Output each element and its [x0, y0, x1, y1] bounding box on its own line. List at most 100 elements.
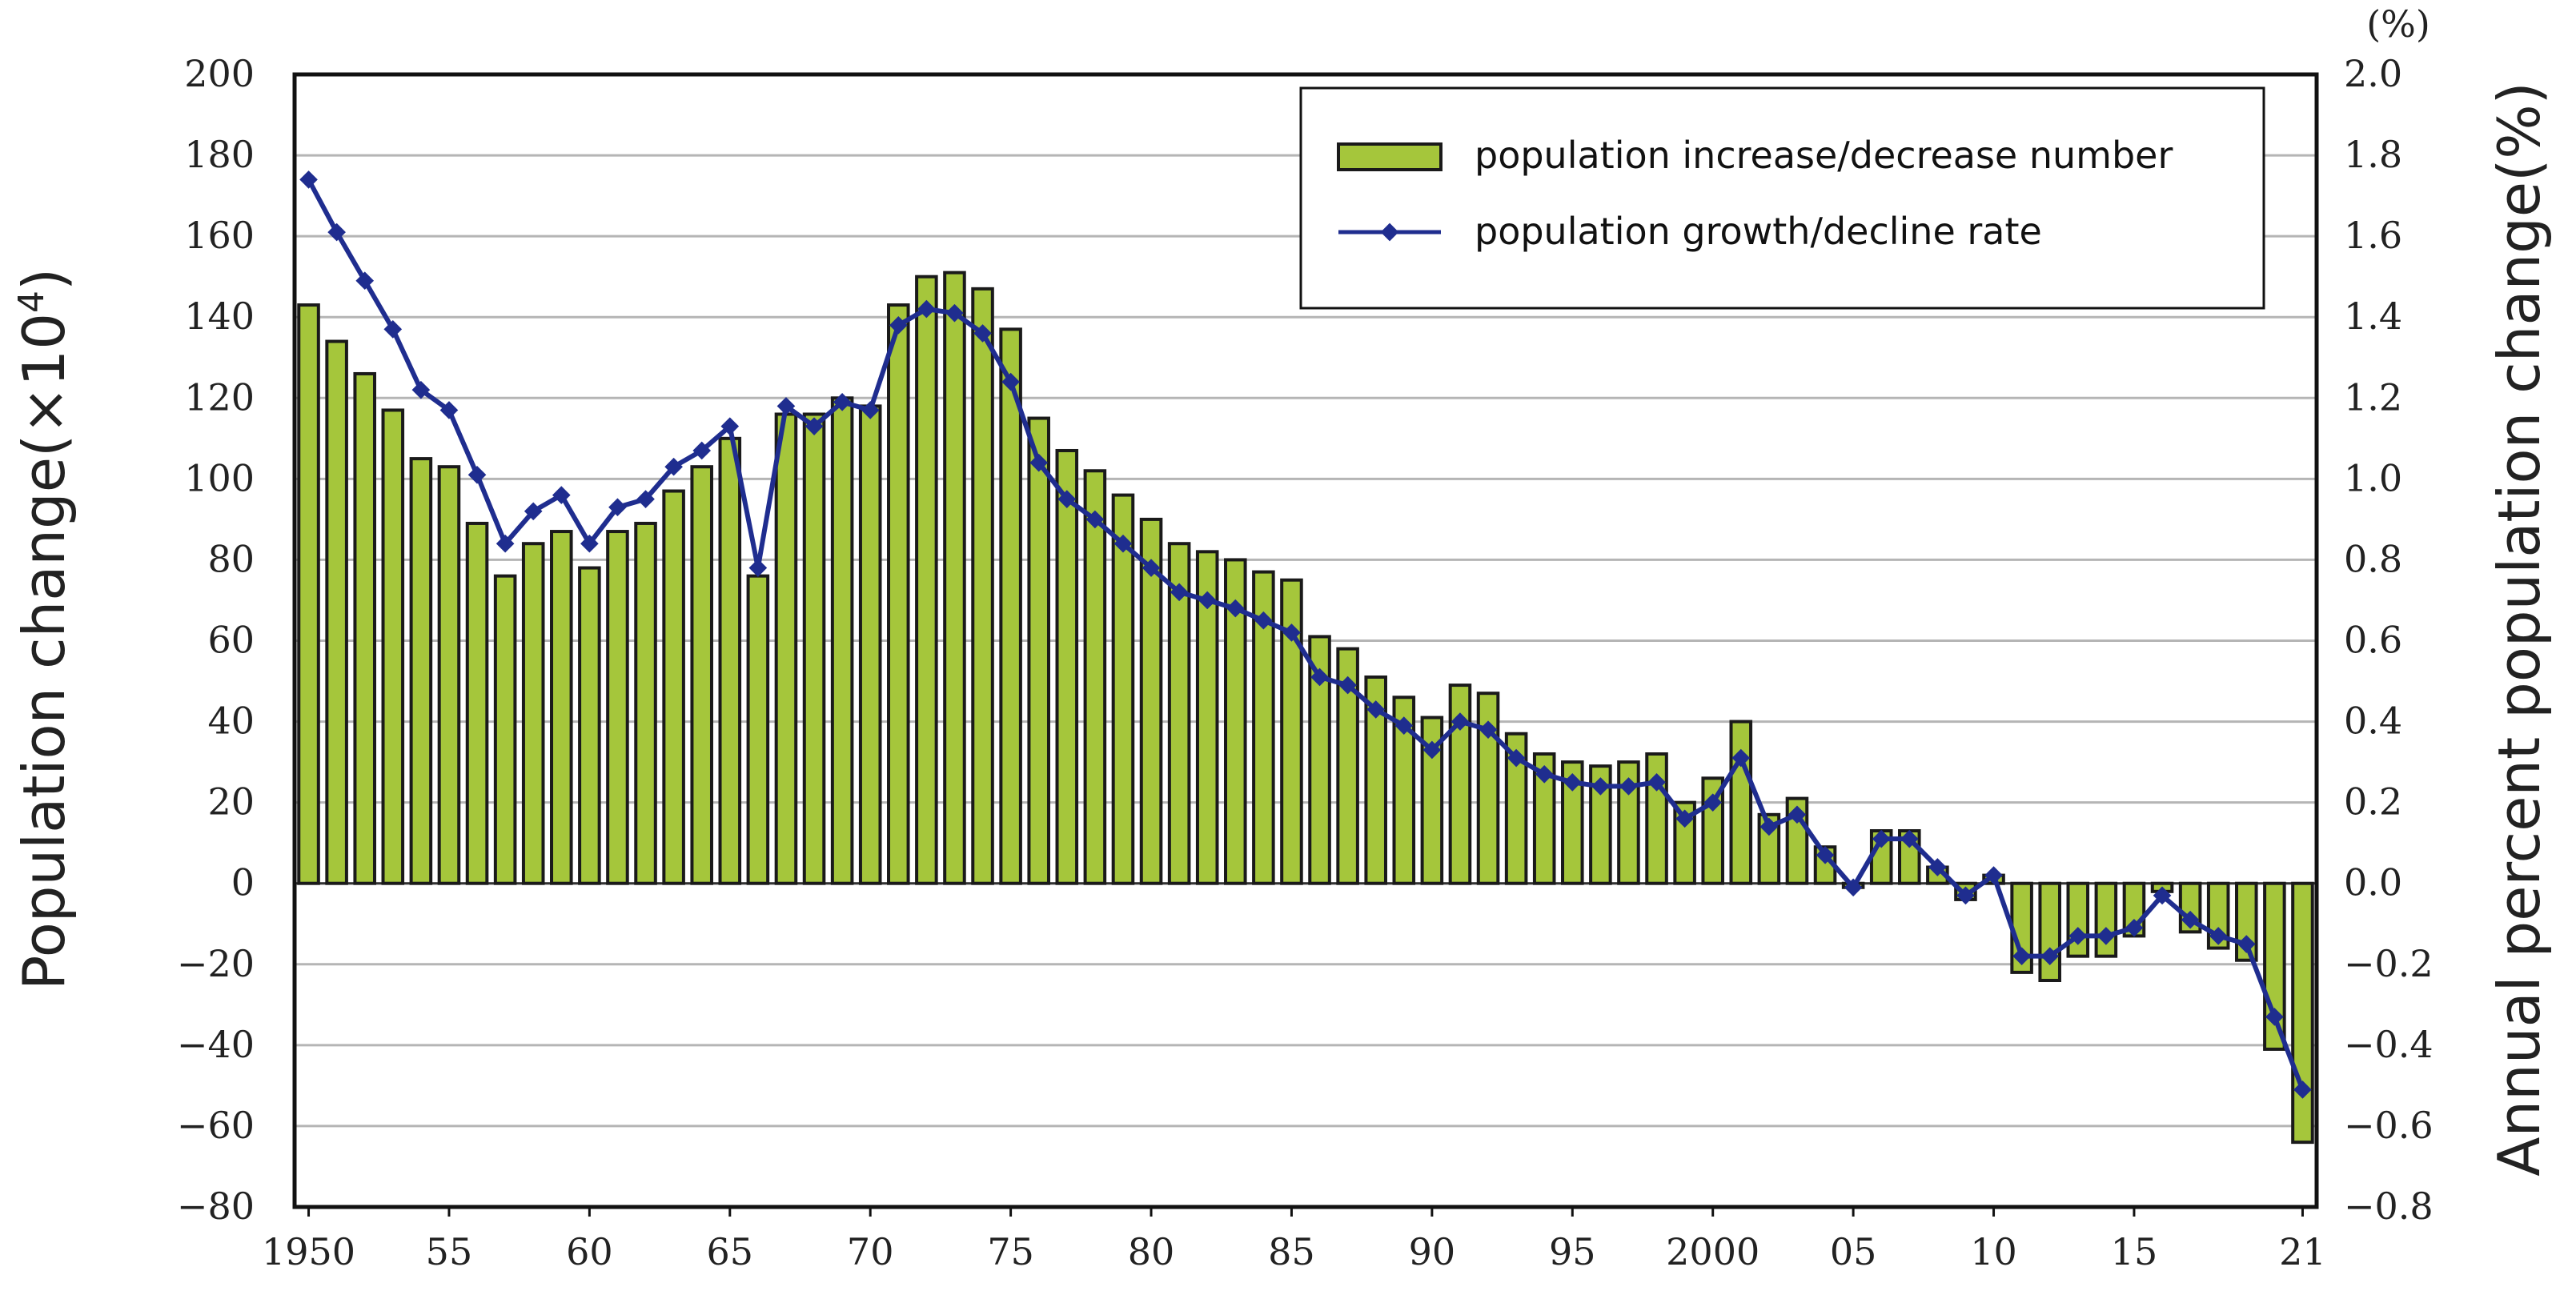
- rate-point-1951: [327, 223, 346, 242]
- bar-1963: [662, 489, 685, 885]
- rate-point-1953: [383, 320, 403, 339]
- right-tick-label: 1.2: [2344, 375, 2402, 419]
- rate-point-1958: [524, 502, 543, 521]
- right-axis-ticks: 2.0 1.8 1.6 1.4 1.2 1.0 0.8 0.6 0.4 0.2 0.0 −0.2 −0.…: [2344, 52, 2434, 1228]
- bar-2012: [2038, 881, 2061, 982]
- rate-point-1983: [1226, 599, 1245, 618]
- rate-point-1980: [1142, 559, 1161, 577]
- rate-point-1996: [1591, 777, 1610, 796]
- rate-point-2018: [2209, 927, 2228, 945]
- rate-point-2008: [1928, 858, 1947, 876]
- rate-point-2021: [2293, 1080, 2312, 1099]
- left-tick-label: 160: [184, 214, 255, 257]
- x-tick-label: 60: [566, 1230, 613, 1273]
- rate-point-1979: [1113, 534, 1133, 553]
- rate-point-1971: [889, 316, 908, 335]
- left-tick-label: 80: [207, 537, 255, 580]
- left-tick-label: −20: [177, 942, 255, 985]
- rate-point-2017: [2181, 910, 2200, 929]
- rate-point-2012: [2040, 947, 2060, 965]
- left-tick-label: 200: [184, 52, 255, 95]
- rate-point-1998: [1647, 773, 1666, 792]
- right-tick-label: −0.6: [2344, 1104, 2434, 1147]
- bar-1964: [690, 465, 713, 885]
- rate-point-2020: [2265, 1008, 2284, 1026]
- bar-1965: [718, 436, 742, 885]
- x-axis-ticks: 1950 55 60 65 70 75 80 85 90 95 2000 05 10 15 21: [262, 1207, 2326, 1273]
- rate-point-1988: [1366, 700, 1386, 719]
- bar-2013: [2066, 881, 2090, 958]
- bar-1950: [297, 303, 320, 885]
- rate-point-2003: [1788, 805, 1807, 824]
- bar-1976: [1027, 416, 1050, 885]
- bar-1959: [550, 530, 573, 885]
- bar-series: [297, 271, 2314, 1145]
- bar-1953: [381, 408, 405, 885]
- right-axis-title: Annual percent population change(%): [2486, 82, 2553, 1176]
- rate-point-2007: [1900, 829, 1919, 848]
- rate-point-1952: [355, 271, 375, 291]
- left-axis-title-text: Population change(×10: [10, 313, 78, 990]
- left-axis-title-superscript: 4: [11, 291, 52, 313]
- right-tick-label: 0.6: [2344, 619, 2402, 662]
- x-tick-label: 55: [426, 1230, 473, 1273]
- bar-2021: [2291, 881, 2314, 1145]
- left-tick-label: 0: [231, 861, 255, 904]
- left-tick-label: −80: [177, 1185, 255, 1228]
- bar-1978: [1083, 469, 1107, 885]
- bar-1969: [830, 396, 854, 885]
- bar-1972: [915, 275, 938, 885]
- rate-point-2006: [1872, 829, 1891, 848]
- rate-point-1975: [1001, 372, 1020, 391]
- left-tick-label: 180: [184, 133, 255, 176]
- x-tick-label: 10: [1970, 1230, 2017, 1273]
- x-tick-label: 90: [1409, 1230, 1456, 1273]
- bar-2014: [2094, 881, 2118, 958]
- bar-1982: [1195, 550, 1219, 885]
- rate-point-1999: [1675, 809, 1694, 828]
- right-tick-label: 0.0: [2344, 861, 2402, 904]
- rate-point-1986: [1310, 668, 1329, 687]
- left-tick-label: 40: [207, 700, 255, 743]
- left-axis-title: Population change(×104): [10, 268, 78, 990]
- bar-1966: [746, 574, 770, 885]
- rate-line-series: [299, 170, 2312, 1099]
- rate-point-2000: [1703, 793, 1723, 812]
- rate-point-1990: [1422, 740, 1442, 760]
- x-tick-label: 21: [2279, 1230, 2326, 1273]
- rate-point-1974: [973, 324, 992, 343]
- bar-1951: [325, 339, 348, 885]
- left-tick-label: −60: [177, 1104, 255, 1147]
- rate-point-1995: [1563, 773, 1582, 792]
- rate-point-1956: [467, 465, 487, 484]
- x-tick-label: 85: [1268, 1230, 1315, 1273]
- bar-1955: [437, 465, 461, 885]
- rate-point-1994: [1535, 764, 1554, 784]
- rate-point-1985: [1282, 623, 1301, 642]
- rate-point-1984: [1254, 611, 1273, 630]
- rate-point-2019: [2237, 935, 2256, 953]
- bar-1958: [521, 542, 545, 885]
- right-tick-label: 1.4: [2344, 295, 2402, 338]
- left-tick-label: 120: [184, 375, 255, 419]
- left-tick-label: 100: [184, 456, 255, 499]
- bar-1960: [578, 566, 601, 885]
- right-tick-label: −0.2: [2344, 942, 2434, 985]
- bar-1954: [409, 457, 433, 885]
- right-axis-unit-mark: (%): [2366, 2, 2430, 46]
- rate-point-2001: [1731, 748, 1751, 768]
- rate-point-2005: [1844, 878, 1863, 897]
- legend-line-label: population growth/decline rate: [1475, 210, 2042, 253]
- rate-point-1967: [776, 397, 796, 415]
- rate-point-1968: [804, 417, 824, 435]
- x-tick-label: 80: [1128, 1230, 1175, 1273]
- right-tick-label: 0.8: [2344, 537, 2402, 580]
- rate-point-1960: [580, 534, 599, 553]
- left-tick-label: 60: [207, 619, 255, 662]
- rate-point-1959: [552, 486, 571, 504]
- x-tick-label: 70: [847, 1230, 894, 1273]
- rate-point-1991: [1451, 712, 1470, 731]
- bar-1956: [465, 521, 489, 885]
- bar-1975: [999, 327, 1022, 885]
